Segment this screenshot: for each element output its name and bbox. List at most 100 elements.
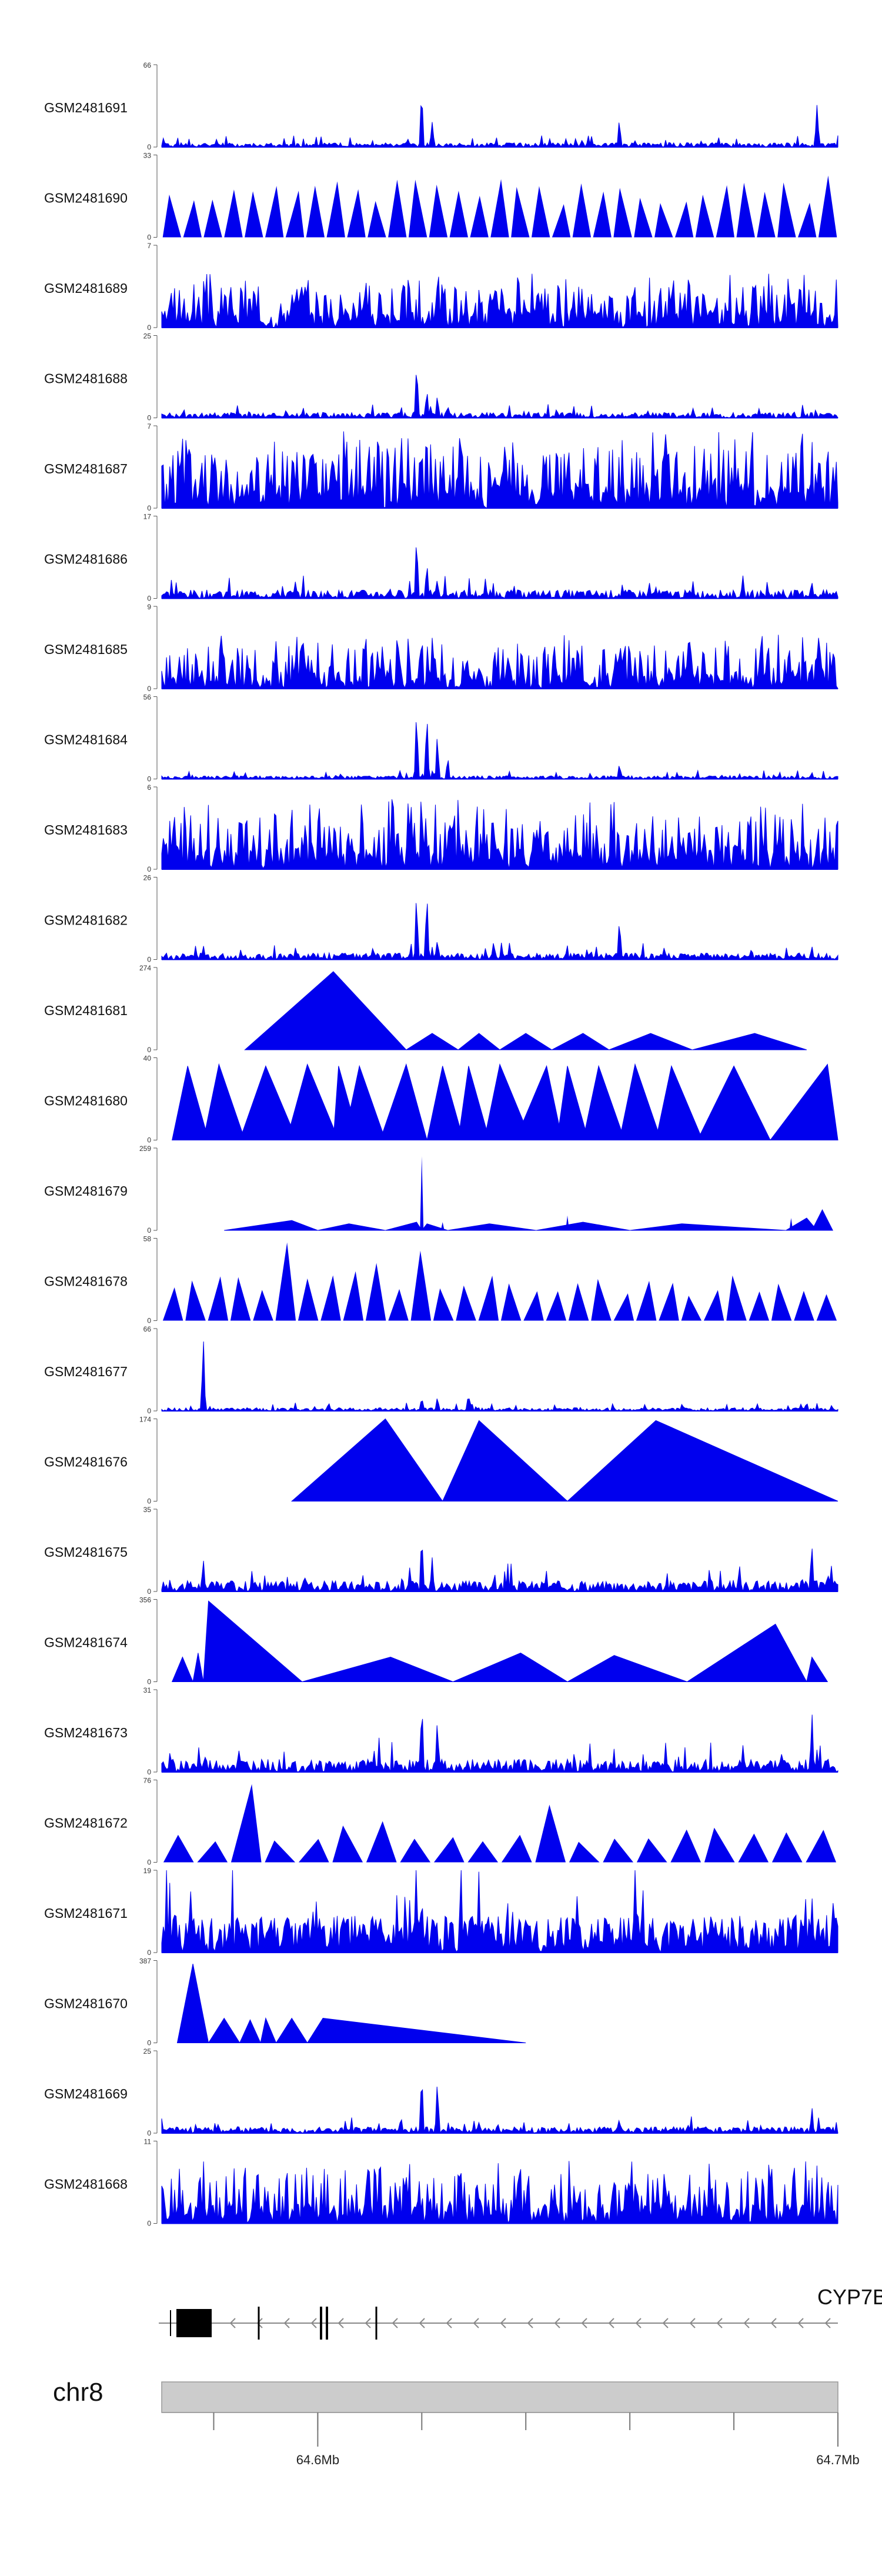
track-GSM2481679: GSM2481679 259 0 [44,1144,834,1234]
coverage-peak [290,1418,443,1501]
track-label: GSM2481669 [44,2086,128,2101]
coverage-peak [514,1065,563,1140]
y-max-label: 56 [143,693,152,702]
coverage-area [161,105,838,148]
y-min-label: 0 [147,1136,151,1144]
y-max-label: 356 [139,1596,151,1604]
coverage-peak [569,1841,600,1863]
y-max-label: 7 [147,422,151,431]
coverage-tracks: GSM2481691660GSM2481690330GSM248168970GS… [44,61,838,2228]
track-GSM2481681: GSM2481681 274 0 [44,964,807,1054]
strand-arrow [446,2318,452,2328]
coverage-spike [420,1156,424,1230]
coverage-peak [613,188,632,238]
strand-arrow [338,2318,344,2328]
y-min-label: 0 [147,1497,151,1506]
track-label: GSM2481681 [44,1003,128,1018]
strand-arrow [770,2318,777,2328]
coverage-peak [736,182,755,238]
coverage-peak [347,189,366,238]
strand-arrow [229,2318,236,2328]
coverage-area [161,1549,838,1593]
coverage-peak [326,181,345,238]
y-max-label: 17 [143,513,152,521]
coverage-peak [429,184,448,238]
coverage-peak [275,2017,308,2043]
coverage-peak [343,1271,364,1321]
coverage-peak [197,1841,228,1863]
coverage-peak [368,201,386,238]
track-label: GSM2481685 [44,642,128,657]
coverage-peak [426,1066,464,1140]
coverage-peak [470,195,489,238]
y-max-label: 11 [144,2138,152,2146]
track-label: GSM2481668 [44,2177,128,2192]
y-min-label: 0 [147,1948,151,1957]
track-label: GSM2481675 [44,1544,128,1560]
y-min-label: 0 [147,2129,151,2137]
coverage-peak [695,195,714,238]
y-max-label: 76 [143,1777,152,1785]
coverage-peak [686,1623,807,1682]
coverage-peak [794,1290,814,1321]
coverage-peak [675,201,694,238]
coverage-peak [298,1278,319,1321]
track-label: GSM2481684 [44,732,128,748]
y-min-label: 0 [147,504,151,512]
coverage-peak [224,189,243,238]
coverage-peak [726,1275,747,1321]
coverage-peak [203,1063,246,1140]
coverage-peak [603,1838,634,1863]
coverage-peak [244,971,407,1050]
strand-arrow [419,2318,425,2328]
coverage-peak [366,1821,397,1863]
y-min-label: 0 [147,323,151,332]
track-GSM2481683: GSM2481683 6 0 [44,783,838,873]
track-GSM2481677: GSM2481677 66 0 [44,1325,838,1415]
strand-arrow [608,2318,614,2328]
track-label: GSM2481671 [44,1906,128,1921]
coverage-peak [659,1283,679,1321]
track-GSM2481675: GSM2481675 35 0 [44,1506,838,1596]
coverage-peak [286,1063,339,1140]
track-GSM2481682: GSM2481682 26 0 [44,874,838,964]
y-max-label: 25 [143,2047,152,2056]
track-label: GSM2481680 [44,1093,128,1109]
y-min-label: 0 [147,685,151,693]
coverage-peak [260,2017,277,2043]
coverage-peak [777,182,796,238]
coverage-peak [343,1065,386,1140]
strand-arrow [283,2318,290,2328]
coverage-peak [655,1065,703,1140]
coverage-peak [408,179,427,238]
coverage-peak [265,186,284,238]
strand-arrow [797,2318,804,2328]
strand-arrow [635,2318,642,2328]
y-max-label: 35 [143,1506,152,1514]
coverage-peak [379,1063,427,1140]
coverage-peak [806,1830,837,1863]
strand-arrow [662,2318,669,2328]
y-max-label: 33 [143,152,152,160]
track-label: GSM2481674 [44,1635,128,1650]
track-label: GSM2481677 [44,1364,128,1379]
strand-arrow [581,2318,587,2328]
y-max-label: 9 [147,603,151,611]
coverage-peak [771,1832,803,1863]
genome-axis: 64.6Mb 64.7Mb [162,2412,860,2467]
coverage-area [161,547,838,600]
coverage-peak [500,1283,522,1321]
track-GSM2481673: GSM2481673 31 0 [44,1686,838,1776]
coverage-peak [535,1804,566,1863]
track-GSM2481669: GSM2481669 25 0 [44,2047,838,2137]
gene-model [159,2307,838,2340]
track-GSM2481671: GSM2481671 19 0 [44,1867,838,1957]
coverage-area [161,1870,838,1954]
y-min-label: 0 [147,1768,151,1776]
coverage-peak [523,1291,544,1321]
coverage-peak [433,1288,454,1321]
coverage-peak [285,191,305,238]
coverage-peak [546,1291,567,1321]
coverage-peak [636,1280,657,1321]
coverage-peak [757,192,776,238]
